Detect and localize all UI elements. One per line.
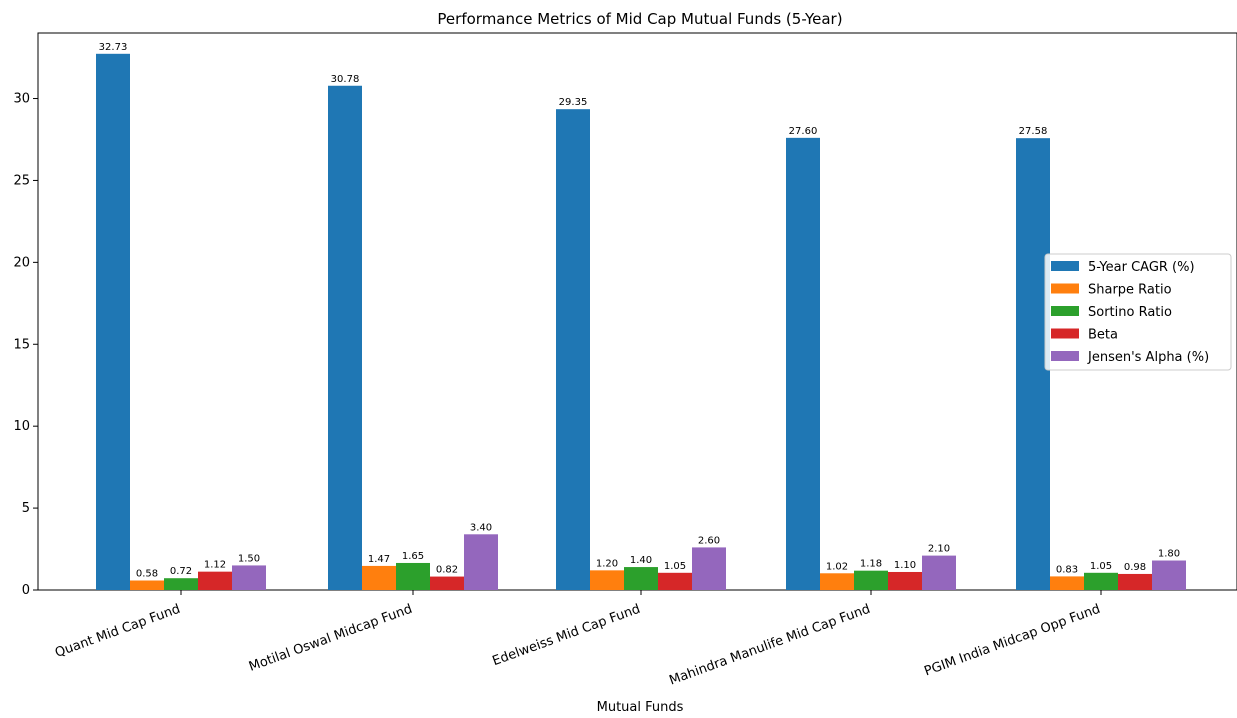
x-axis: Quant Mid Cap Fund Motilal Oswal Midcap F… [53, 590, 1102, 689]
legend-swatch [1051, 261, 1079, 271]
bar [198, 571, 232, 590]
bar [786, 137, 820, 591]
bars [96, 53, 1186, 591]
bar [232, 565, 266, 590]
bar [130, 580, 164, 590]
bar-value-label: 32.73 [99, 42, 128, 53]
legend-swatch [1051, 283, 1079, 294]
bar [164, 578, 198, 590]
bar [692, 547, 726, 590]
y-tick-label: 0 [22, 583, 30, 598]
bar [328, 85, 362, 591]
legend-entry: Sharpe Ratio [1088, 283, 1172, 298]
bar-value-label: 0.98 [1124, 562, 1146, 573]
y-tick-label: 5 [22, 501, 30, 516]
bar [624, 567, 658, 590]
legend-swatch [1051, 351, 1079, 361]
bar-value-label: 27.60 [789, 126, 818, 137]
y-tick-label: 25 [13, 173, 30, 188]
bar-value-label: 1.20 [596, 558, 618, 569]
bar [1152, 560, 1186, 590]
bar [1050, 576, 1084, 590]
legend-entry: 5-Year CAGR (%) [1088, 260, 1195, 275]
bar-value-label: 3.40 [470, 522, 492, 533]
bar-value-label: 1.02 [826, 561, 848, 572]
x-tick-label: Mahindra Manulife Mid Cap Fund [667, 602, 872, 689]
bar-value-label: 1.40 [630, 555, 652, 566]
bar [820, 573, 854, 590]
y-tick-label: 10 [13, 419, 30, 434]
bar [430, 576, 464, 590]
bar-value-label: 1.05 [1090, 561, 1112, 572]
bar-value-label: 2.60 [698, 535, 720, 546]
y-axis: 0 5 10 15 20 25 30 [13, 92, 38, 598]
bar-value-label: 1.18 [860, 559, 882, 570]
bar-value-label: 27.58 [1019, 126, 1048, 137]
bar-value-label: 1.47 [368, 554, 390, 565]
bar-value-label: 29.35 [559, 97, 588, 108]
bar [556, 109, 590, 590]
x-tick-label: PGIM India Midcap Opp Fund [922, 602, 1102, 680]
bar [96, 53, 130, 590]
bar [362, 565, 396, 590]
bar [1016, 138, 1050, 590]
legend-swatch [1051, 306, 1079, 316]
bar-value-label: 2.10 [928, 544, 950, 555]
bar-value-label: 0.72 [170, 566, 192, 577]
bar [464, 534, 498, 590]
bar [888, 571, 922, 590]
bar [1118, 573, 1152, 590]
x-tick-label: Edelweiss Mid Cap Fund [491, 602, 643, 669]
bar-value-label: 0.58 [136, 568, 158, 579]
bar-value-label: 1.10 [894, 560, 916, 571]
y-tick-label: 20 [13, 255, 30, 270]
bar-value-label: 0.82 [436, 565, 458, 576]
legend-entry: Jensen's Alpha (%) [1087, 350, 1209, 365]
x-axis-label: Mutual Funds [597, 700, 684, 715]
x-tick-label: Motilal Oswal Midcap Fund [247, 602, 414, 675]
bar [922, 555, 956, 590]
x-tick-label: Quant Mid Cap Fund [53, 602, 182, 661]
bar-value-label: 1.50 [238, 553, 260, 564]
bar-value-label: 1.12 [204, 560, 226, 571]
bar [396, 562, 430, 590]
bar [854, 570, 888, 590]
bar-labels: 32.73 0.58 0.72 1.12 1.50 30.78 1.47 1.65 0.82 3.… [99, 42, 1180, 580]
legend-box [1044, 253, 1232, 371]
legend-swatch [1051, 328, 1079, 339]
bar-value-label: 1.05 [664, 561, 686, 572]
legend: 5-Year CAGR (%) Sharpe Ratio Sortino Ratio… [1044, 253, 1232, 371]
legend-entry: Sortino Ratio [1088, 305, 1172, 320]
bar-value-label: 0.83 [1056, 564, 1078, 575]
legend-entry: Beta [1088, 328, 1118, 343]
bar-value-label: 1.65 [402, 551, 424, 562]
bar [658, 572, 692, 590]
bar-value-label: 30.78 [331, 74, 360, 85]
bar [590, 570, 624, 590]
y-tick-label: 15 [13, 337, 30, 352]
y-tick-label: 30 [13, 92, 30, 107]
bar-value-label: 1.80 [1158, 549, 1180, 560]
chart-title: Performance Metrics of Mid Cap Mutual Fu… [437, 10, 842, 28]
bar [1084, 572, 1118, 590]
